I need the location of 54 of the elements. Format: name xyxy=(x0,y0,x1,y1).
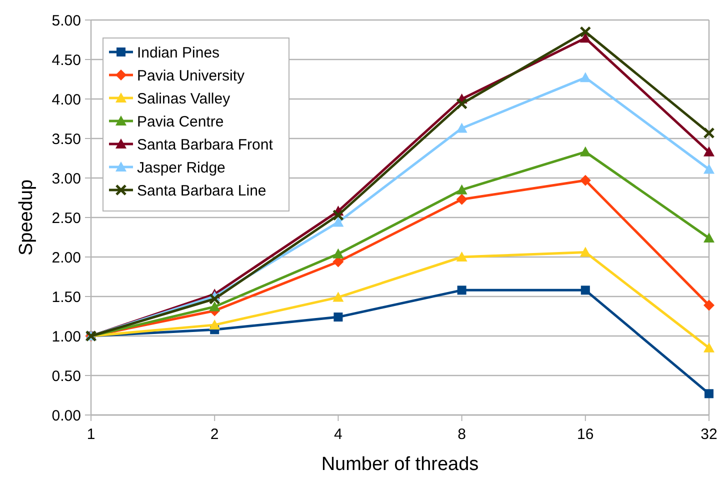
point xyxy=(580,286,590,295)
point xyxy=(456,98,468,110)
point xyxy=(332,248,344,258)
point xyxy=(580,32,591,43)
point xyxy=(704,342,714,352)
point xyxy=(704,300,714,311)
legend-label: Jasper Ridge xyxy=(137,159,226,176)
point xyxy=(704,146,714,156)
x-tick-label: 2 xyxy=(210,426,219,443)
point xyxy=(704,164,714,174)
legend-label: Pavia Centre xyxy=(137,113,224,130)
point xyxy=(703,127,715,139)
point xyxy=(456,252,468,262)
y-axis-title: Speedup xyxy=(16,179,37,256)
point xyxy=(704,232,714,243)
legend-label: Indian Pines xyxy=(137,44,220,62)
y-tick-label: 4.50 xyxy=(52,52,81,69)
point xyxy=(456,184,468,194)
y-tick-label: 4.00 xyxy=(52,91,81,108)
point xyxy=(580,26,592,38)
x-tick-label: 1 xyxy=(86,426,96,443)
y-tick-label: 3.50 xyxy=(52,130,81,148)
x-axis-title: Number of threads xyxy=(321,454,479,475)
point xyxy=(332,209,344,221)
point xyxy=(334,312,343,322)
x-tick-label: 4 xyxy=(334,426,342,443)
point xyxy=(209,301,220,312)
point xyxy=(456,122,468,133)
point xyxy=(457,286,466,295)
y-tick-label: 1.50 xyxy=(52,288,81,306)
y-tick-label: 0.00 xyxy=(52,407,81,424)
y-tick-label: 1.00 xyxy=(52,328,81,346)
point xyxy=(580,246,591,257)
x-tick-label: 16 xyxy=(577,426,594,443)
point xyxy=(704,389,714,398)
y-tick-label: 5.00 xyxy=(52,12,81,30)
legend-label: Pavia University xyxy=(137,67,246,84)
y-tick-label: 2.00 xyxy=(52,249,81,266)
legend-label: Santa Barbara Line xyxy=(137,182,266,200)
point xyxy=(208,293,220,305)
y-tick-label: 3.00 xyxy=(52,170,81,188)
point xyxy=(456,194,468,205)
point xyxy=(580,146,591,156)
point xyxy=(332,292,344,302)
x-tick-label: 32 xyxy=(700,426,718,443)
legend-label: Santa Barbara Front xyxy=(137,136,274,154)
point xyxy=(580,72,591,82)
y-tick-label: 2.50 xyxy=(52,210,81,227)
x-tick-label: 8 xyxy=(458,426,466,443)
point xyxy=(332,216,344,227)
point xyxy=(209,319,220,330)
y-tick-label: 0.50 xyxy=(52,368,81,385)
legend-label: Salinas Valley xyxy=(137,90,231,108)
point xyxy=(580,174,591,186)
